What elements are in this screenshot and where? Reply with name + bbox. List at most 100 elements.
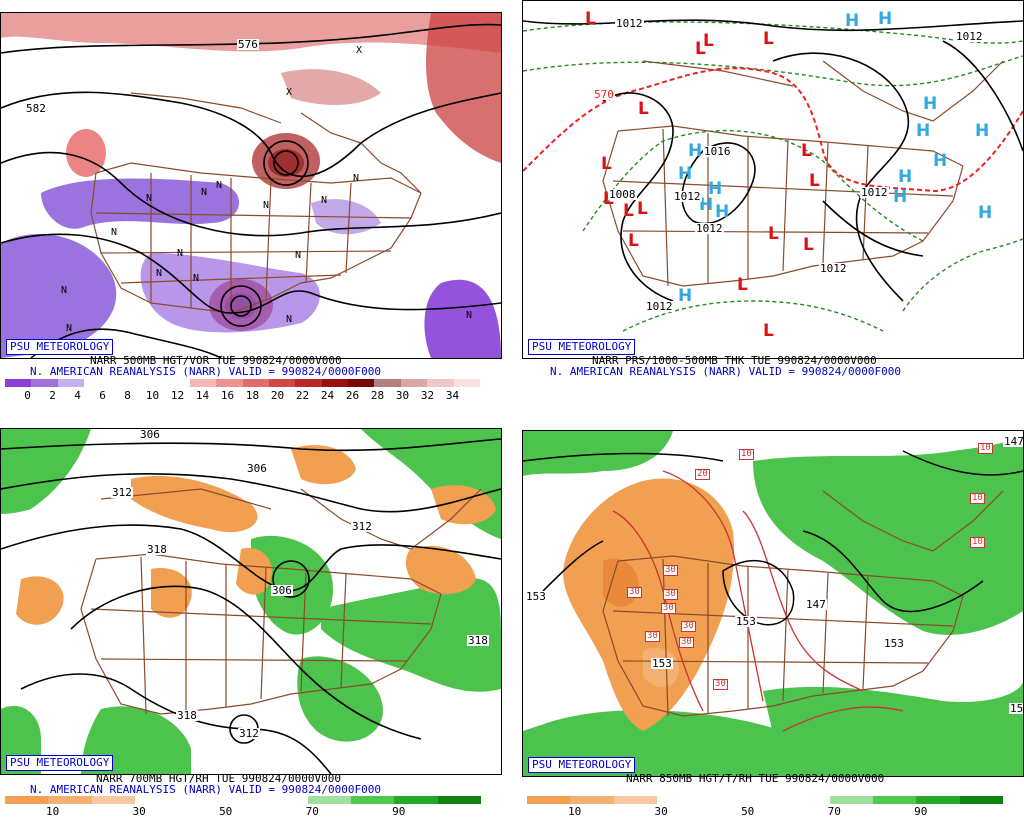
low-pressure-marker: L bbox=[703, 31, 714, 51]
color-scale-swatch bbox=[307, 796, 352, 804]
vort-mark: N bbox=[286, 314, 292, 325]
contour-label: 153 bbox=[883, 637, 905, 650]
color-scale-swatch bbox=[570, 796, 614, 804]
temperature-label: 30 bbox=[681, 621, 696, 632]
map-pressure: L L L L L L L L L L L L L L L L H H H H … bbox=[522, 0, 1024, 359]
high-pressure-marker: H bbox=[978, 203, 993, 223]
color-scale-swatch bbox=[84, 379, 111, 387]
psu-meteorology-badge: PSU METEOROLOGY bbox=[528, 757, 636, 773]
isobar-label: 1012 bbox=[615, 17, 644, 30]
high-pressure-marker: H bbox=[678, 286, 693, 306]
contour-label: 147 bbox=[1003, 435, 1024, 448]
color-scale-swatch bbox=[400, 379, 428, 387]
color-scale-ticks: 10 30 50 70 90 bbox=[5, 806, 481, 818]
high-pressure-marker: H bbox=[708, 179, 723, 199]
thickness-dashed-contours bbox=[523, 21, 1023, 332]
color-scale-swatch bbox=[700, 796, 744, 804]
temperature-label: 30 bbox=[645, 631, 660, 642]
contour-label: 153 bbox=[1009, 703, 1023, 714]
map-pressure-svg bbox=[523, 19, 1023, 332]
color-scale-swatch bbox=[374, 379, 401, 387]
high-pressure-marker: H bbox=[893, 187, 908, 207]
color-scale-swatch bbox=[31, 379, 58, 387]
high-pressure-marker: H bbox=[975, 121, 990, 141]
color-scale-tick: 50 bbox=[741, 805, 755, 818]
panel-title-line: NARR 500MB HGT/VOR TUE 990824/0000V000 bbox=[90, 354, 342, 367]
map-850mb-svg bbox=[523, 431, 1023, 776]
low-pressure-marker: L bbox=[695, 39, 706, 59]
color-scale-swatch bbox=[91, 796, 135, 804]
rh-shading bbox=[1, 429, 501, 774]
isobar-label: 1012 bbox=[955, 30, 984, 43]
vort-mark: N bbox=[156, 268, 162, 279]
vort-mark: N bbox=[201, 187, 207, 198]
color-scale-swatch bbox=[829, 796, 874, 804]
vort-mark: N bbox=[216, 180, 222, 191]
contour-label: 318 bbox=[146, 543, 168, 556]
isobar-label: 1012 bbox=[819, 262, 848, 275]
vort-mark: N bbox=[111, 227, 117, 238]
vorticity-marks: N N N N N N N N N N N N X X N N N bbox=[61, 45, 472, 334]
temperature-label: 20 bbox=[695, 469, 710, 480]
temperature-label: 10 bbox=[970, 493, 985, 504]
vort-mark: X bbox=[286, 87, 292, 98]
color-scale-tick: 26 bbox=[345, 389, 360, 402]
panel-pressure-thickness: L L L L L L L L L L L L L L L L H H H H … bbox=[522, 0, 1024, 404]
color-scale-swatch bbox=[134, 796, 179, 804]
isobar-label: 1012 bbox=[673, 190, 702, 203]
panel-title-line: NARR PRS/1000-500MB THK TUE 990824/0000V… bbox=[592, 354, 877, 367]
vort-mark: N bbox=[61, 285, 67, 296]
vort-mark: N bbox=[177, 248, 183, 259]
isobar-label: 1012 bbox=[645, 300, 674, 313]
contour-label: 147 bbox=[805, 598, 827, 611]
color-scale-swatch bbox=[189, 379, 217, 387]
panel-valid-line: N. AMERICAN REANALYSIS (NARR) VALID = 99… bbox=[30, 783, 381, 796]
color-scale-swatch bbox=[916, 796, 960, 804]
vort-mark: N bbox=[321, 195, 327, 206]
vort-mark: N bbox=[353, 173, 359, 184]
color-scale-swatch bbox=[656, 796, 701, 804]
high-pressure-marker: H bbox=[916, 121, 931, 141]
height-contours bbox=[1, 23, 501, 358]
panel-title-line: NARR 700MB HGT/RH TUE 990824/0000V000 bbox=[96, 772, 342, 785]
color-scale-swatch bbox=[5, 796, 49, 804]
color-scale-swatch bbox=[57, 379, 85, 387]
color-scale-swatch bbox=[268, 379, 296, 387]
isobar-label: 1012 bbox=[860, 186, 889, 199]
contour-label: 576 bbox=[237, 38, 259, 51]
isobar-label: 1008 bbox=[608, 188, 637, 201]
color-scale-tick: 90 bbox=[392, 805, 406, 818]
map-850mb: 153 153 147 153 153 147 153 20 10 10 10 … bbox=[522, 430, 1024, 777]
contour-label: 312 bbox=[238, 727, 260, 740]
low-pressure-marker: L bbox=[809, 171, 820, 191]
color-scale-bar bbox=[527, 796, 1003, 804]
panel-valid-line: N. AMERICAN REANALYSIS (NARR) VALID = 99… bbox=[30, 365, 381, 378]
rh-shading bbox=[523, 431, 1023, 776]
color-scale-tick: 10 bbox=[145, 389, 160, 402]
map-700mb-svg bbox=[1, 429, 501, 774]
low-pressure-marker: L bbox=[628, 231, 639, 251]
color-scale-swatch bbox=[873, 796, 917, 804]
high-pressure-marker: H bbox=[923, 94, 938, 114]
map-700mb: 306 312 306 312 318 306 318 318 312 PSU … bbox=[0, 428, 502, 775]
vort-mark: N bbox=[146, 193, 152, 204]
vort-mark: X bbox=[356, 45, 362, 56]
color-scale-swatch bbox=[613, 796, 657, 804]
color-scale-swatch bbox=[178, 796, 222, 804]
color-scale-swatch bbox=[5, 379, 32, 387]
vort-mark: N bbox=[66, 323, 72, 334]
color-scale-swatch bbox=[351, 796, 395, 804]
color-scale-swatch bbox=[221, 796, 265, 804]
color-scale-tick: 34 bbox=[445, 389, 460, 402]
map-500mb-svg: N N N N N N N N N N N N X X N N N bbox=[1, 13, 501, 358]
color-scale-swatch bbox=[959, 796, 1003, 804]
color-scale-tick: 30 bbox=[132, 805, 146, 818]
color-scale-tick: 32 bbox=[420, 389, 435, 402]
contour-label: 306 bbox=[246, 462, 268, 475]
low-pressure-marker: L bbox=[585, 9, 596, 29]
temperature-label: 30 bbox=[679, 637, 694, 648]
contour-label: 153 bbox=[525, 590, 547, 603]
color-scale-tick: 2 bbox=[49, 389, 56, 402]
color-scale-bar bbox=[5, 379, 481, 387]
color-scale-tick: 4 bbox=[74, 389, 81, 402]
